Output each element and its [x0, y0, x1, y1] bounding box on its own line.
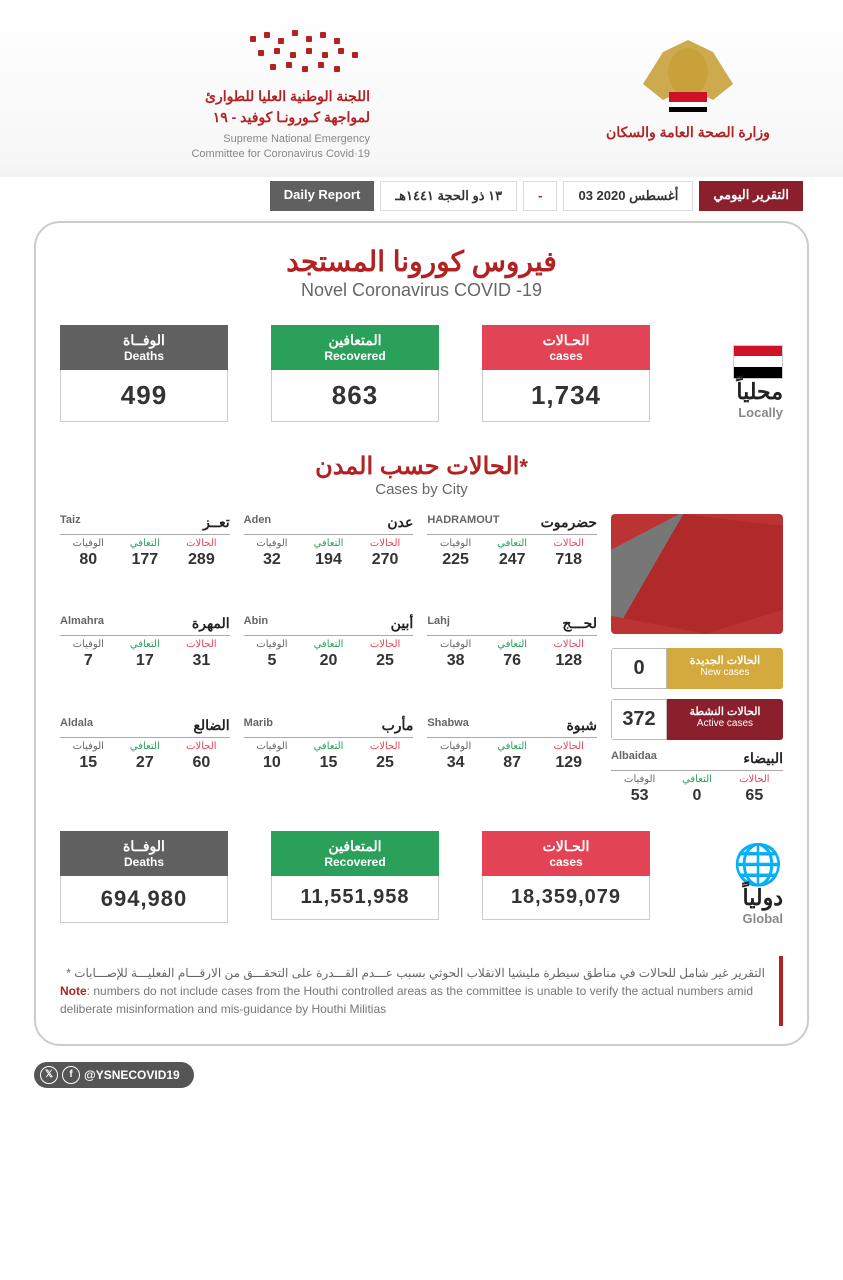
ministry-name-ar: وزارة الصحة العامة والسكان — [573, 124, 803, 141]
city-shabwa: Shabwaشبوة الوفياتالتعافيالحالات 3487129 — [427, 717, 597, 805]
city-albaidaa: Albaidaaالبيضاء الوفياتالتعافيالحالات 53… — [611, 750, 783, 805]
city-aden: Adenعدن الوفياتالتعافيالحالات 32194270 — [244, 514, 414, 602]
cities-section: Taizتعــز الوفياتالتعافيالحالات 80177289… — [60, 514, 783, 805]
yemen-emblem-icon — [633, 28, 743, 118]
date-gregorian: 03 أغسطس 2020 — [563, 181, 693, 211]
yemen-dot-map-icon — [240, 28, 370, 78]
city-lahj: Lahjلحـــج الوفياتالتعافيالحالات 3876128 — [427, 615, 597, 703]
global-stats-row: الوفــاةDeaths 694,980 المتعافينRecovere… — [60, 831, 783, 926]
title-ar: فيروس كورونا المستجد — [60, 245, 783, 278]
active-cases-value: 372 — [611, 699, 667, 740]
recovered-box: المتعافينRecovered 863 — [271, 325, 439, 422]
footnote: * التقرير غير شامل للحالات في مناطق سيطر… — [60, 956, 783, 1026]
facebook-icon: f — [62, 1066, 80, 1084]
date-bar: Daily Report ١٣ ذو الحجة ١٤٤١هـ - 03 أغس… — [0, 181, 843, 211]
daily-report-en: Daily Report — [270, 181, 375, 211]
twitter-icon: 𝕏 — [40, 1066, 58, 1084]
title-en: Novel Coronavirus COVID -19 — [60, 280, 783, 301]
recovered-value: 863 — [271, 370, 439, 422]
daily-report-ar: التقرير اليومي — [699, 181, 803, 211]
global-recovered-value: 11,551,958 — [271, 876, 439, 920]
committee-block: اللجنة الوطنية العليا للطوارئ لمواجهة كـ… — [40, 28, 370, 163]
city-hadramout: HADRAMOUTحضرموت الوفياتالتعافيالحالات 22… — [427, 514, 597, 602]
header: اللجنة الوطنية العليا للطوارئ لمواجهة كـ… — [0, 0, 843, 177]
global-badge: 🌐 دولياً Global — [693, 831, 783, 926]
city-grid: Taizتعــز الوفياتالتعافيالحالات 80177289… — [60, 514, 597, 805]
global-deaths-box: الوفــاةDeaths 694,980 — [60, 831, 228, 923]
local-stats-row: الوفــاةDeaths 499 المتعافينRecovered 86… — [60, 325, 783, 422]
deaths-box: الوفــاةDeaths 499 — [60, 325, 228, 422]
main-panel: فيروس كورونا المستجد Novel Coronavirus C… — [34, 221, 809, 1046]
committee-name-en: Supreme National Emergency Committee for… — [40, 132, 370, 163]
city-abin: Abinأبين الوفياتالتعافيالحالات 52025 — [244, 615, 414, 703]
committee-name-ar: اللجنة الوطنية العليا للطوارئ لمواجهة كـ… — [40, 86, 370, 128]
city-taiz: Taizتعــز الوفياتالتعافيالحالات 80177289 — [60, 514, 230, 602]
globe-icon: 🌐 — [693, 845, 783, 885]
main-title: فيروس كورونا المستجد Novel Coronavirus C… — [60, 245, 783, 301]
yemen-map-icon — [611, 514, 783, 634]
new-cases-value: 0 — [611, 648, 667, 689]
new-cases-pill: 0 الحالات الجديدةNew cases — [611, 648, 783, 689]
cases-value: 1,734 — [482, 370, 650, 422]
locally-badge: محلياً Locally — [693, 325, 783, 420]
social-handle[interactable]: 𝕏 f @YSNECOVID19 — [34, 1062, 194, 1088]
deaths-value: 499 — [60, 370, 228, 422]
city-aldala: Aldalaالضالع الوفياتالتعافيالحالات 15276… — [60, 717, 230, 805]
footer: 𝕏 f @YSNECOVID19 — [34, 1062, 809, 1088]
footnote-en: Note: numbers do not include cases from … — [60, 982, 765, 1018]
cases-box: الحـالاتcases 1,734 — [482, 325, 650, 422]
global-deaths-value: 694,980 — [60, 876, 228, 923]
footnote-ar: * التقرير غير شامل للحالات في مناطق سيطر… — [60, 964, 765, 982]
city-almahra: Almahraالمهرة الوفياتالتعافيالحالات 7173… — [60, 615, 230, 703]
global-recovered-box: المتعافينRecovered 11,551,958 — [271, 831, 439, 920]
cities-title: الحالات حسب المدن* Cases by City — [60, 452, 783, 498]
active-cases-pill: 372 الحالات النشطةActive cases — [611, 699, 783, 740]
side-column: 0 الحالات الجديدةNew cases 372 الحالات ا… — [611, 514, 783, 805]
yemen-flag-icon — [733, 345, 783, 379]
ministry-block: وزارة الصحة العامة والسكان — [573, 28, 803, 141]
global-cases-value: 18,359,079 — [482, 876, 650, 920]
city-marib: Maribمأرب الوفياتالتعافيالحالات 101525 — [244, 717, 414, 805]
date-hijri: ١٣ ذو الحجة ١٤٤١هـ — [380, 181, 517, 211]
global-cases-box: الحـالاتcases 18,359,079 — [482, 831, 650, 920]
